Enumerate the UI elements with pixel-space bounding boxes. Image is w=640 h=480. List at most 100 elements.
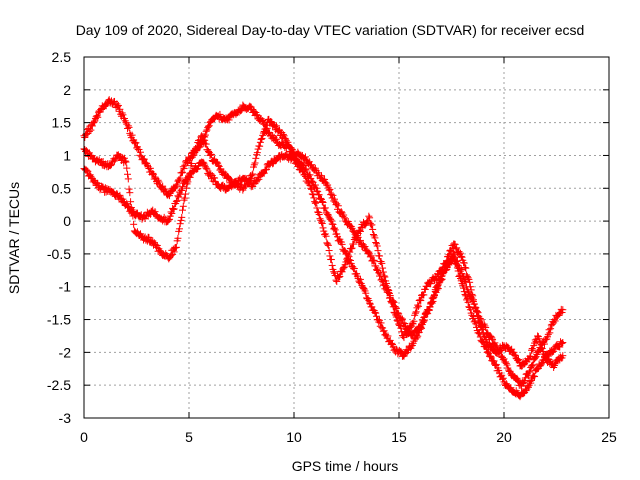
data-point — [475, 329, 483, 337]
data-point — [219, 181, 227, 189]
data-point — [333, 277, 341, 285]
data-point — [164, 217, 172, 225]
data-point — [443, 257, 451, 265]
y-tick-label: 0 — [63, 213, 71, 229]
data-point — [417, 297, 425, 305]
data-point — [179, 163, 187, 171]
data-point — [494, 347, 502, 355]
data-point — [256, 142, 264, 150]
data-point — [170, 205, 178, 213]
data-point — [379, 278, 387, 286]
data-point — [182, 190, 190, 198]
data-point — [253, 111, 261, 119]
data-point — [90, 118, 98, 126]
data-point — [247, 174, 255, 182]
data-point — [474, 315, 482, 323]
data-point — [128, 206, 136, 214]
data-point — [472, 320, 480, 328]
y-tick-label: 0.5 — [52, 180, 72, 196]
data-point — [178, 213, 186, 221]
data-point — [369, 257, 377, 265]
data-point — [344, 251, 352, 259]
data-point — [327, 256, 335, 264]
data-point — [429, 295, 437, 303]
data-point — [202, 127, 210, 135]
data-point — [155, 178, 163, 186]
data-point — [185, 173, 193, 181]
data-point — [335, 273, 343, 281]
data-point — [551, 317, 559, 325]
data-point — [89, 119, 97, 127]
data-point — [544, 330, 552, 338]
data-point — [529, 361, 537, 369]
data-point — [173, 181, 181, 189]
data-point — [86, 171, 94, 179]
data-point — [179, 183, 187, 191]
data-point — [182, 184, 190, 192]
x-tick-label: 25 — [601, 429, 617, 445]
data-point — [288, 150, 296, 158]
data-point — [130, 207, 138, 215]
data-point — [313, 204, 321, 212]
data-point — [456, 271, 464, 279]
data-point — [340, 264, 348, 272]
data-point — [529, 346, 537, 354]
data-point — [217, 165, 225, 173]
data-point — [500, 355, 508, 363]
data-point — [334, 202, 342, 210]
data-point — [315, 211, 323, 219]
data-point — [125, 123, 133, 131]
data-point — [484, 348, 492, 356]
x-tick-label: 0 — [80, 429, 88, 445]
data-point — [336, 273, 344, 281]
data-point — [458, 253, 466, 261]
data-point — [397, 324, 405, 332]
data-point — [463, 294, 471, 302]
data-point — [471, 303, 479, 311]
data-point — [368, 303, 376, 311]
data-point — [259, 116, 267, 124]
data-point — [173, 197, 181, 205]
data-point — [121, 157, 129, 165]
data-point — [186, 169, 194, 177]
data-point — [523, 385, 531, 393]
data-point — [469, 312, 477, 320]
data-point — [311, 199, 319, 207]
data-point — [357, 224, 365, 232]
data-point — [324, 241, 332, 249]
data-point — [499, 374, 507, 382]
data-point — [211, 174, 219, 182]
data-point — [322, 232, 330, 240]
data-point — [258, 134, 266, 142]
data-point — [470, 300, 478, 308]
data-point — [94, 113, 102, 121]
data-point — [107, 160, 115, 168]
data-point — [252, 154, 260, 162]
data-point — [372, 239, 380, 247]
data-point — [414, 332, 422, 340]
data-point — [310, 194, 318, 202]
data-point — [455, 248, 463, 256]
data-point — [444, 252, 452, 260]
data-point — [365, 248, 373, 256]
data-point — [395, 320, 403, 328]
data-point — [412, 308, 420, 316]
data-point — [507, 384, 515, 392]
data-point — [372, 309, 380, 317]
data-point — [397, 347, 405, 355]
data-point — [498, 371, 506, 379]
data-point — [487, 353, 495, 361]
data-point — [160, 213, 168, 221]
data-point — [483, 348, 491, 356]
data-point — [225, 116, 233, 124]
data-point — [272, 122, 280, 130]
data-point — [460, 259, 468, 267]
data-point — [519, 379, 527, 387]
data-point — [527, 362, 535, 370]
data-point — [528, 345, 536, 353]
x-tick-label: 5 — [185, 429, 193, 445]
data-point — [538, 345, 546, 353]
data-point — [479, 326, 487, 334]
data-point — [399, 332, 407, 340]
